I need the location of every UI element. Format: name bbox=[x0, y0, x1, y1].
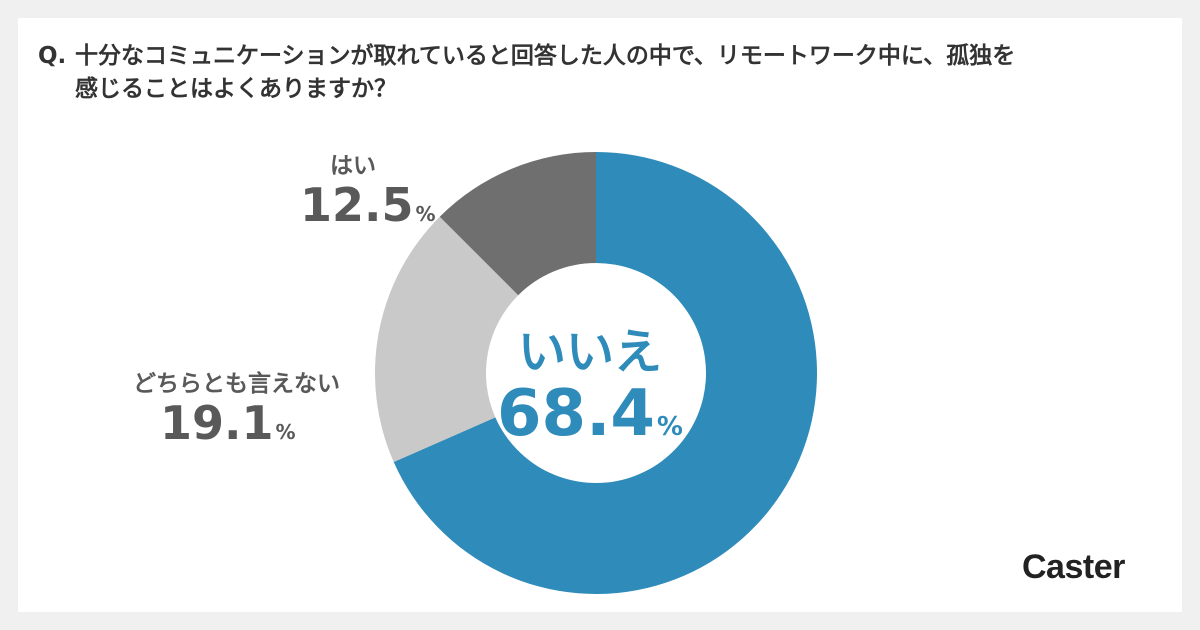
label-no-unit: % bbox=[656, 412, 683, 442]
question-line-2: 感じることはよくありますか？ bbox=[75, 76, 397, 102]
label-yes-number: 12.5 bbox=[300, 178, 414, 232]
label-yes-unit: % bbox=[415, 202, 436, 226]
label-neutral-name: どちらとも言えない bbox=[133, 371, 340, 397]
label-no-value: 68.4% bbox=[480, 382, 700, 459]
label-neutral-number: 19.1 bbox=[160, 396, 274, 450]
caster-logo: Caster bbox=[1022, 548, 1125, 586]
label-no-number: 68.4 bbox=[497, 377, 655, 451]
question-line-1: 十分なコミュニケーションが取れていると回答した人の中で、リモートワーク中に、孤独… bbox=[75, 43, 1016, 69]
donut-slice-1 bbox=[393, 152, 817, 594]
label-neutral-value: 19.1% bbox=[90, 398, 340, 457]
label-neutral-unit: % bbox=[275, 420, 296, 444]
label-yes: はい 12.5% bbox=[300, 146, 436, 239]
label-neutral: どちらとも言えない 19.1% bbox=[90, 364, 340, 457]
label-no-name: いいえ bbox=[517, 324, 662, 380]
label-yes-name: はい bbox=[330, 153, 376, 179]
label-no: いいえ 68.4% bbox=[480, 312, 700, 459]
question-title: Q. 十分なコミュニケーションが取れていると回答した人の中で、リモートワーク中に、… bbox=[38, 40, 1178, 106]
question-prefix: Q. bbox=[38, 43, 67, 69]
donut-slice-2 bbox=[374, 216, 519, 463]
label-yes-value: 12.5% bbox=[300, 178, 436, 239]
donut-slice-3 bbox=[439, 152, 596, 296]
